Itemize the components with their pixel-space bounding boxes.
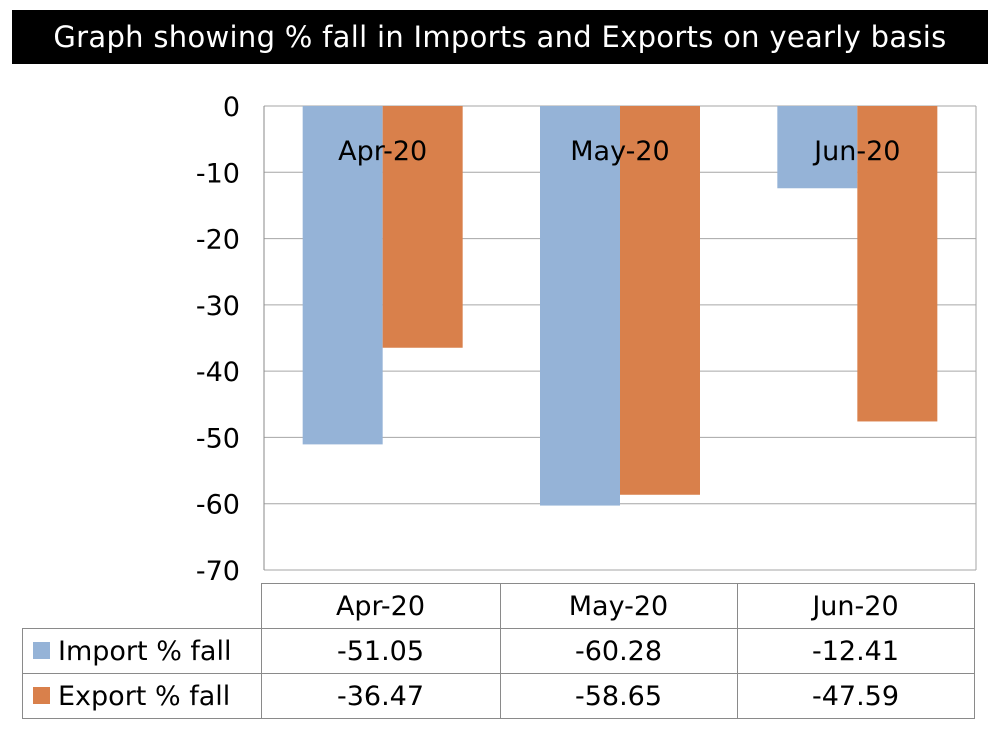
table-cell: -12.41 (736, 628, 975, 674)
table-row: Export % fall -36.47 -58.65 -47.59 (22, 673, 975, 719)
legend-label: Import % fall (58, 635, 232, 667)
data-table: Apr-20 May-20 Jun-20 Import % fall -51.0… (22, 583, 975, 719)
table-header-cell: Jun-20 (736, 583, 975, 629)
y-tick-label: -50 (196, 423, 240, 454)
y-tick-label: -60 (196, 490, 240, 521)
table-header-cell: Apr-20 (260, 583, 501, 629)
bar-import (302, 106, 383, 445)
category-labels: Apr-20 May-20 Jun-20 (338, 136, 900, 167)
data-table-corner (22, 583, 262, 629)
legend-swatch-import (33, 641, 50, 659)
table-header-cell: May-20 (499, 583, 738, 629)
y-tick-label: -30 (196, 291, 240, 322)
table-cell: -51.05 (260, 628, 501, 674)
y-axis-ticks: 0 -10 -20 -30 -40 -50 -60 -70 (196, 92, 240, 587)
bar-export (382, 106, 463, 348)
bars (302, 106, 938, 506)
table-cell: -60.28 (499, 628, 738, 674)
table-cell: -36.47 (260, 673, 501, 719)
legend-label: Export % fall (58, 680, 231, 712)
table-cell: -58.65 (499, 673, 738, 719)
bar-import (540, 106, 620, 506)
y-tick-label: -40 (196, 357, 240, 388)
legend-swatch-export (33, 686, 50, 704)
data-table-header-row: Apr-20 May-20 Jun-20 (22, 583, 975, 629)
category-label: Jun-20 (812, 136, 900, 167)
category-label: Apr-20 (338, 136, 427, 167)
table-row: Import % fall -51.05 -60.28 -12.41 (22, 628, 975, 674)
bar-export (857, 106, 938, 422)
y-tick-label: -20 (196, 225, 240, 256)
chart-title: Graph showing % fall in Imports and Expo… (12, 10, 988, 64)
table-cell: -47.59 (736, 673, 975, 719)
y-tick-label: -70 (196, 556, 240, 587)
bar-import (777, 106, 858, 189)
y-tick-label: -10 (196, 158, 240, 189)
y-tick-label: 0 (223, 92, 240, 123)
legend-entry-export: Export % fall (22, 673, 262, 719)
legend-entry-import: Import % fall (22, 628, 262, 674)
category-label: May-20 (570, 136, 669, 167)
bar-export (620, 106, 700, 495)
